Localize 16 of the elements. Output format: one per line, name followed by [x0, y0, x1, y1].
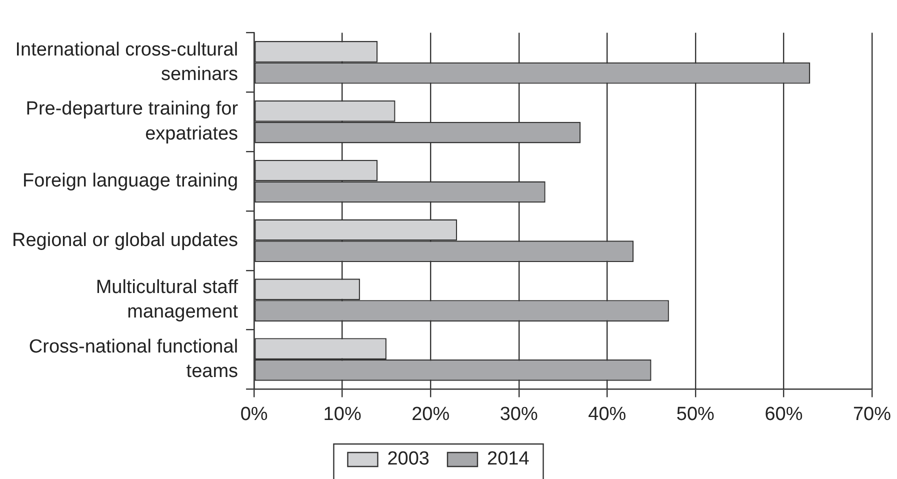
- legend-label: 2003: [387, 448, 430, 470]
- x-tick-label: 60%: [764, 404, 803, 425]
- x-tick-label: 0%: [240, 404, 268, 425]
- legend-label: 2014: [487, 448, 530, 470]
- y-tick-label: Foreign language training: [22, 170, 238, 192]
- y-tick-label: Regional or global updates: [12, 230, 238, 251]
- x-tick-label: 40%: [588, 404, 626, 425]
- x-tick-label: 10%: [323, 404, 362, 425]
- y-tick-label: Pre-departure training for expatriates: [26, 98, 239, 144]
- x-tick-label: 50%: [676, 404, 715, 425]
- y-tick-label: Cross-national functional teams: [28, 336, 238, 382]
- y-tick-label: International cross-cultural seminars: [15, 39, 238, 85]
- x-tick-label: 70%: [852, 404, 892, 425]
- y-tick-label: Multicultural staff management: [96, 276, 239, 323]
- x-tick-label: 30%: [500, 404, 538, 425]
- x-tick-label: 20%: [412, 404, 450, 425]
